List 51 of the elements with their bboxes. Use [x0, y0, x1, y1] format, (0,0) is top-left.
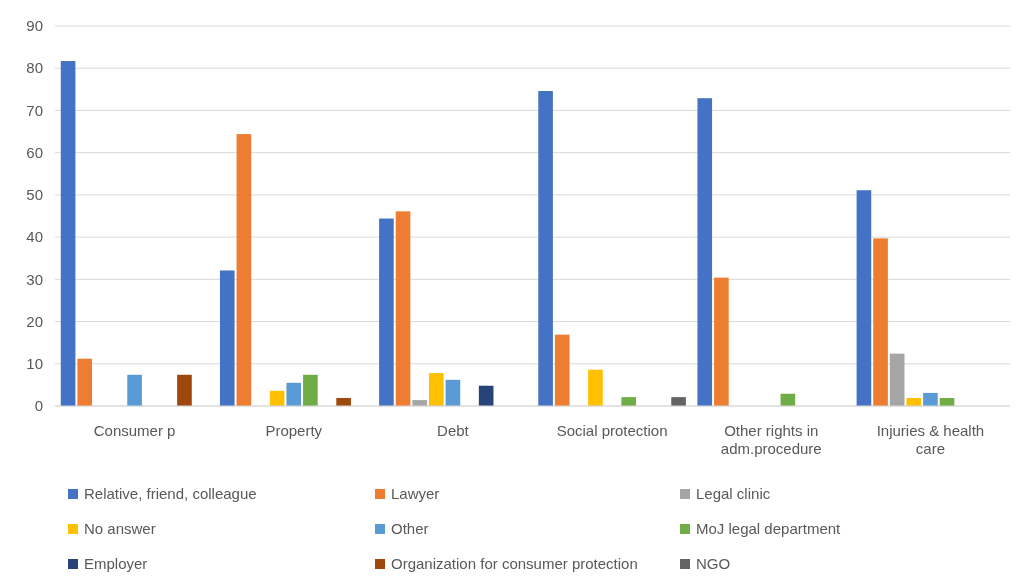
y-tick-label: 70	[26, 101, 43, 119]
bar	[395, 211, 411, 406]
bar	[554, 334, 570, 406]
y-tick-label: 0	[34, 397, 43, 415]
bar	[428, 373, 444, 406]
x-tick-label: Social protection	[556, 422, 668, 439]
y-tick-label: 20	[26, 312, 43, 330]
y-tick-label: 90	[26, 17, 43, 35]
bar	[856, 190, 872, 406]
y-tick-label: 80	[26, 59, 43, 77]
bar	[714, 277, 729, 406]
legend-label: Employer	[84, 555, 148, 573]
bar	[379, 218, 394, 406]
y-tick-label: 10	[26, 355, 43, 373]
x-tick-label: Consumer p	[93, 422, 176, 439]
legend-label: Relative, friend, colleague	[84, 485, 257, 503]
bar	[906, 397, 922, 406]
y-tick-label: 40	[26, 228, 43, 246]
bar	[236, 134, 252, 406]
bar	[60, 61, 76, 406]
legend-label: No answer	[84, 520, 156, 538]
x-tick-label: Other rights in adm.procedure	[720, 422, 822, 457]
x-tick-label: Property	[265, 422, 323, 439]
bar	[478, 385, 494, 406]
bar	[538, 91, 553, 406]
legend-label: Other	[391, 520, 429, 538]
legend-label: MoJ legal department	[696, 520, 842, 538]
bar	[77, 358, 93, 406]
bar	[671, 397, 686, 406]
bar	[127, 374, 142, 406]
bar	[621, 397, 637, 406]
bar	[873, 238, 888, 406]
bar	[923, 392, 938, 406]
y-tick-label: 60	[26, 143, 43, 161]
bar	[889, 353, 905, 406]
x-tick-label: Debt	[437, 422, 470, 439]
legend-label: Lawyer	[391, 485, 440, 503]
legend-label: NGO	[696, 555, 731, 573]
bar	[697, 98, 713, 406]
y-tick-label: 30	[26, 270, 43, 288]
bar	[303, 374, 318, 406]
legend-label: Organization for consumer protection	[391, 555, 638, 573]
y-tick-label: 50	[26, 186, 43, 204]
legend-label: Legal clinic	[696, 485, 771, 503]
bar	[219, 270, 235, 406]
x-tick-label: Injuries & health care	[876, 422, 985, 457]
bar	[286, 382, 302, 406]
bar	[177, 374, 192, 406]
bar	[336, 397, 351, 406]
bar	[588, 369, 603, 406]
bar	[445, 379, 461, 406]
